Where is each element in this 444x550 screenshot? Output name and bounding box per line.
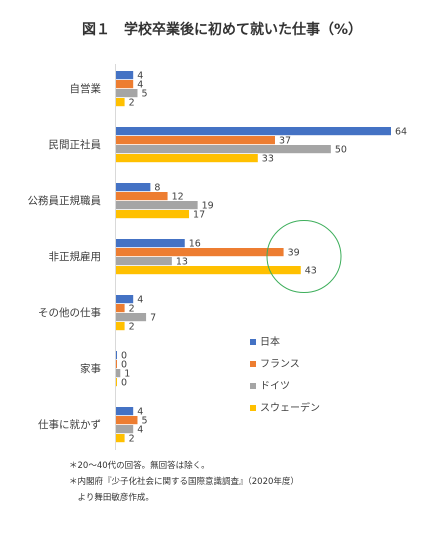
data-label: 43 [305,266,317,277]
data-label: 2 [129,98,135,109]
data-label: 2 [129,322,135,333]
legend-swatch [250,361,256,367]
data-label: 2 [129,434,135,445]
data-label: 50 [335,145,347,156]
bar [116,183,151,192]
data-label: 17 [193,210,205,221]
bar [116,407,134,416]
bar [116,322,125,331]
data-label: 37 [279,136,291,147]
bar [116,257,172,266]
data-label: 64 [395,127,407,138]
data-label: 19 [202,201,214,212]
bar [116,266,301,275]
data-label: 5 [141,416,147,427]
bar [116,80,134,89]
legend-label: フランス [260,358,300,370]
data-label: 4 [137,407,143,418]
data-label: 4 [137,80,143,91]
footnote-3: より舞田敏彦作成。 [69,493,154,503]
footnote-2: ＊内閣府『少子化社会に関する国際意識調査』（2020年度） [69,477,299,487]
data-label: 0 [121,360,127,371]
data-label: 13 [176,257,188,268]
bar [116,98,125,107]
bar [116,71,134,80]
bar [116,369,121,378]
data-label: 39 [288,248,300,259]
bar [116,145,331,154]
data-label: 0 [121,351,127,362]
bar [116,360,117,369]
category-label: 非正規雇用 [49,250,102,263]
category-label: その他の仕事 [38,306,101,319]
bar [116,210,190,219]
bar [116,136,275,145]
data-label: 12 [172,192,184,203]
bar [116,295,134,304]
legend-label: 日本 [260,335,280,348]
bar [116,434,125,443]
bar [116,89,138,98]
bar [116,239,185,248]
bar [116,351,117,360]
bar [116,127,391,136]
data-label: 5 [141,89,147,100]
category-label: 公務員正規職員 [28,194,102,207]
bar [116,313,147,322]
legend-swatch [250,383,256,389]
data-label: 33 [262,154,274,165]
data-label: 2 [129,304,135,315]
bar [116,378,117,387]
bar [116,304,125,313]
data-label: 4 [137,295,143,306]
category-label: 民間正社員 [49,138,102,151]
category-label: 仕事に就かず [38,418,101,431]
data-label: 16 [189,239,201,250]
data-label: 4 [137,71,143,82]
legend-label: スウェーデン [260,401,320,414]
data-label: 8 [154,183,160,194]
highlights-group [266,220,342,293]
data-label: 4 [137,425,143,436]
highlight-circle [266,220,342,293]
legend-label: ドイツ [260,381,290,392]
bar [116,201,198,210]
bar [116,192,168,201]
bars-group [116,71,391,443]
chart-title: 図１ 学校卒業後に初めて就いた仕事（%） [82,21,362,38]
data-label: 1 [124,369,130,380]
category-label: 自営業 [70,82,102,95]
footnote-1: ＊20～40代の回答。無回答は除く。 [69,461,210,471]
legend-swatch [250,339,256,345]
legend-swatch [250,405,256,411]
bar [116,416,138,425]
data-label: 7 [150,313,156,324]
bar [116,154,258,163]
data-label: 0 [121,378,127,389]
bar [116,425,134,434]
bar [116,248,284,257]
category-label: 家事 [80,362,101,375]
